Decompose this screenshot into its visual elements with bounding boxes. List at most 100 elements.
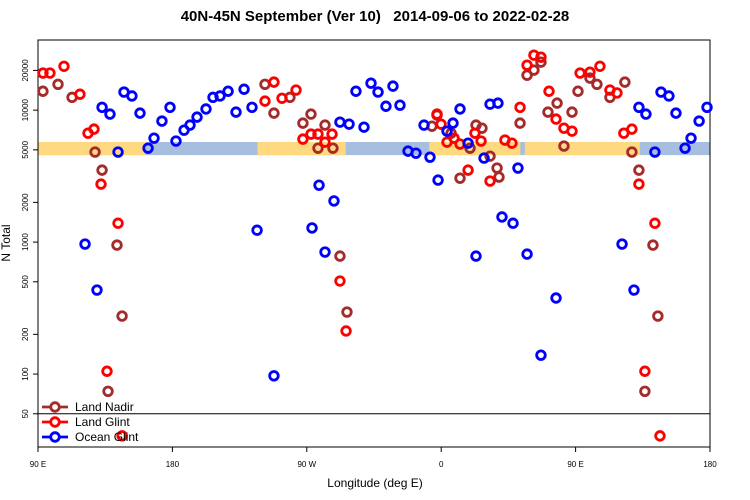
y-tick-label: 20000	[21, 59, 30, 82]
data-point	[387, 80, 399, 92]
data-point	[542, 106, 554, 118]
data-point	[246, 101, 258, 114]
data-point	[491, 162, 503, 174]
x-tick-label: 0	[439, 460, 444, 469]
data-point	[469, 127, 481, 139]
data-point	[297, 133, 309, 145]
data-point	[74, 88, 86, 100]
data-point	[670, 107, 682, 119]
data-point	[550, 292, 562, 304]
data-point	[251, 224, 263, 236]
data-point	[238, 83, 250, 95]
x-tick-label: 180	[703, 460, 717, 469]
y-tick-label: 2000	[21, 193, 30, 211]
data-point	[268, 76, 280, 88]
data-point	[312, 142, 324, 154]
data-point	[306, 222, 318, 234]
data-point	[305, 108, 317, 120]
data-point	[649, 146, 661, 158]
y-axis-label: N Total	[0, 224, 13, 261]
data-point	[52, 78, 64, 90]
data-point	[484, 175, 496, 187]
legend-item: Land Nadir	[42, 400, 134, 414]
data-point	[170, 135, 182, 147]
data-point	[96, 164, 108, 176]
data-point	[44, 67, 56, 79]
data-point	[639, 365, 651, 377]
data-point	[410, 147, 422, 159]
data-point	[58, 60, 70, 72]
data-point	[327, 142, 339, 154]
data-point	[37, 85, 49, 97]
data-point	[184, 119, 196, 131]
data-point	[506, 137, 518, 149]
data-point	[394, 99, 406, 111]
y-tick-label: 100	[21, 367, 30, 381]
data-point	[514, 101, 526, 114]
data-point	[679, 142, 691, 154]
data-point	[470, 250, 482, 262]
data-point	[334, 275, 346, 287]
legend-item: Ocean Glint	[42, 430, 139, 444]
data-point	[639, 385, 651, 398]
data-point	[633, 101, 645, 114]
data-point	[574, 67, 586, 79]
data-point	[558, 140, 570, 152]
data-point	[101, 365, 113, 377]
data-point	[104, 108, 116, 120]
data-point	[164, 101, 176, 114]
data-point	[276, 92, 288, 104]
data-point	[633, 164, 645, 176]
data-point	[358, 121, 370, 133]
x-axis-label: Longitude (deg E)	[327, 476, 422, 490]
data-point	[341, 306, 353, 318]
land-band	[524, 142, 640, 156]
data-point	[619, 76, 631, 88]
data-point	[268, 107, 280, 119]
data-point	[372, 86, 384, 98]
data-point	[112, 146, 124, 158]
data-point	[611, 87, 623, 99]
data-point	[591, 78, 603, 90]
legend-marker	[49, 431, 61, 443]
data-point	[148, 132, 160, 144]
x-tick-label: 90 E	[30, 460, 46, 469]
legend-item: Land Glint	[42, 415, 130, 429]
data-point	[328, 195, 340, 207]
data-point	[259, 95, 271, 107]
data-point	[484, 150, 496, 162]
data-point	[649, 217, 661, 229]
data-point	[312, 128, 324, 140]
data-point	[640, 108, 652, 120]
data-point	[435, 118, 447, 130]
data-point	[626, 123, 638, 135]
data-point	[380, 100, 392, 112]
data-point	[79, 238, 91, 250]
data-point	[693, 115, 705, 127]
data-point	[633, 178, 645, 190]
data-point	[340, 325, 352, 337]
y-tick-label: 500	[21, 275, 30, 289]
data-point	[475, 135, 487, 147]
data-point	[654, 430, 666, 442]
data-point	[478, 152, 490, 164]
data-point	[222, 85, 234, 97]
data-point	[685, 132, 697, 144]
data-point	[111, 239, 123, 251]
x-tick-label: 180	[166, 460, 180, 469]
data-point	[496, 211, 508, 223]
data-point	[535, 56, 547, 68]
data-point	[701, 101, 713, 114]
data-point	[566, 106, 578, 118]
chart-title: 40N-45N September (Ver 10) 2014-09-06 to…	[181, 8, 570, 25]
plot-frame	[37, 39, 711, 448]
data-point	[365, 77, 377, 89]
data-point	[431, 108, 443, 120]
data-point	[156, 115, 168, 127]
data-point	[297, 117, 309, 129]
y-tick-label: 5000	[21, 140, 30, 158]
data-point	[584, 66, 596, 78]
data-point	[535, 349, 547, 361]
data-point	[447, 117, 459, 129]
